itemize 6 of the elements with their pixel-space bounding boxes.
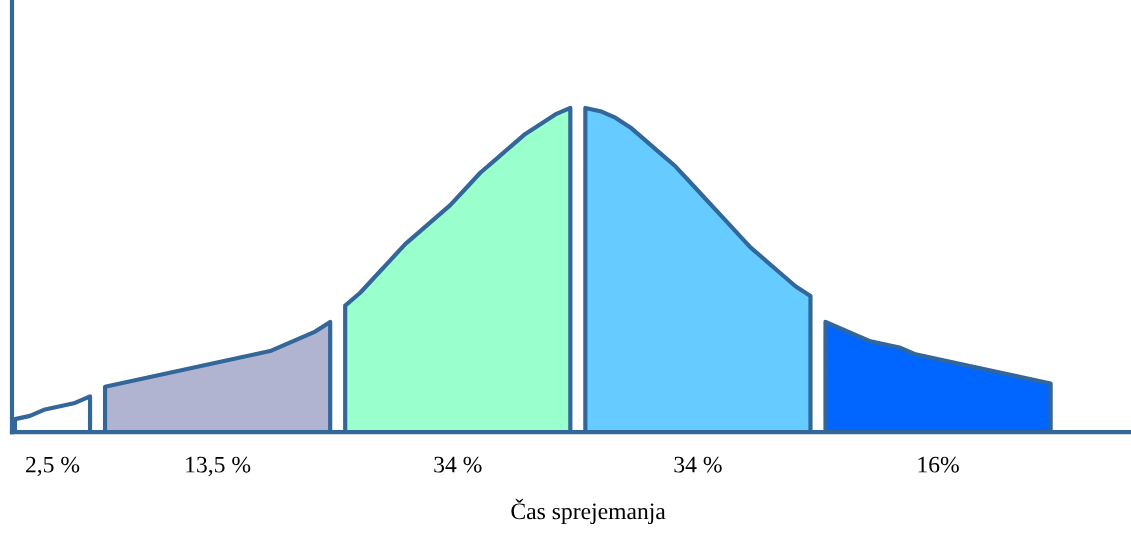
series-label: 34 %: [674, 456, 722, 473]
series-label: 2,5 %: [26, 456, 80, 476]
series-label: 34 %: [434, 456, 482, 473]
x-axis-title: Čas sprejemanja: [511, 498, 666, 525]
series-label: 13,5 %: [186, 456, 251, 476]
series-label: 16%: [918, 456, 959, 473]
